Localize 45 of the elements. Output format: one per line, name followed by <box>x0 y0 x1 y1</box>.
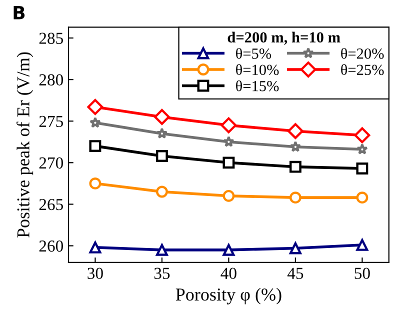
point <box>356 192 368 204</box>
x-tick-label: 30 <box>88 268 103 279</box>
x-tick-label: 50 <box>354 268 370 279</box>
point <box>356 162 368 174</box>
point <box>222 244 235 256</box>
point <box>222 136 234 147</box>
y-tick-label: 270 <box>39 157 64 169</box>
point <box>89 177 102 190</box>
legend-label: θ=15% <box>236 80 279 92</box>
point <box>87 99 104 115</box>
chart-title: B <box>14 6 25 20</box>
legend-title: d=200 m, h=10 m <box>228 32 340 45</box>
point <box>356 238 368 251</box>
y-tick-label: 260 <box>39 240 64 252</box>
x-tick-label: 45 <box>287 268 304 279</box>
point <box>287 123 304 140</box>
point <box>289 192 302 204</box>
point <box>222 190 235 202</box>
point <box>89 241 102 254</box>
point <box>220 117 237 134</box>
point <box>290 140 302 152</box>
x-tick-label: 35 <box>154 268 170 279</box>
point <box>356 143 368 154</box>
point <box>156 150 168 162</box>
legend-label: θ=5% <box>236 48 272 59</box>
point <box>89 140 102 152</box>
y-tick-label: 275 <box>39 116 63 128</box>
point <box>156 186 168 198</box>
point <box>289 242 302 254</box>
point <box>156 244 168 256</box>
x-tick-label: 40 <box>220 268 236 279</box>
point <box>156 128 168 139</box>
point <box>222 156 235 169</box>
point <box>154 108 170 125</box>
point <box>289 160 302 173</box>
y-axis-title: Positive peak of Er (V/m) <box>16 52 34 238</box>
y-tick-label: 280 <box>39 74 64 86</box>
point <box>354 127 370 144</box>
y-tick-label: 285 <box>39 32 63 44</box>
legend-label: θ=20% <box>341 48 384 59</box>
legend-label: θ=10% <box>236 64 279 76</box>
legend-label: θ=25% <box>341 64 384 76</box>
point <box>89 116 101 128</box>
y-tick-label: 265 <box>39 198 63 210</box>
x-axis-title: Porosity φ (%) <box>176 288 282 304</box>
